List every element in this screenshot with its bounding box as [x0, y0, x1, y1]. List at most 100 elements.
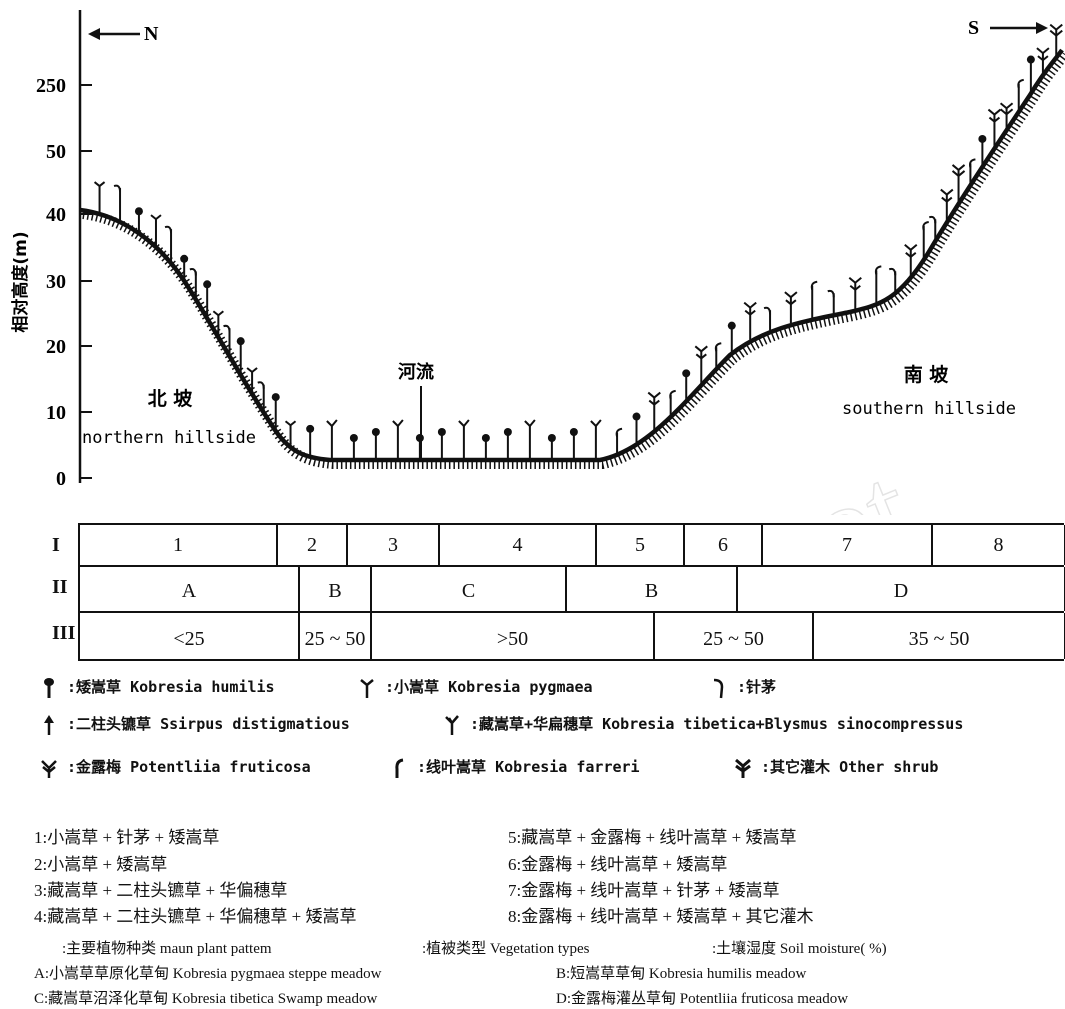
note-row2-meaning: :植被类型 Vegetation types	[422, 937, 589, 958]
plant-symbol-stipa	[764, 308, 770, 330]
cell-r2-C: C	[372, 567, 567, 611]
plant-symbol-potentilla	[744, 303, 756, 340]
legend-potentilla: :金露梅 Potentliia fruticosa	[40, 756, 311, 779]
combination-8: 8:金露梅 + 线叶嵩草 + 矮嵩草 + 其它灌木	[508, 902, 814, 927]
note-row1-meaning: :主要植物种类 maun plant pattem	[62, 937, 272, 958]
north-arrow-label: N	[144, 23, 159, 45]
plant-symbol-tibetica	[591, 420, 601, 458]
plant-symbol-humilis	[682, 369, 690, 399]
y-tick-label-10: 10	[46, 402, 66, 424]
plant-symbol-humilis	[633, 413, 641, 443]
cell-r3-1: <25	[80, 613, 300, 659]
plant-symbol-potentilla	[849, 278, 861, 309]
plant-symbol-tibetica	[393, 420, 403, 458]
north-slope-en: northern hillside	[82, 428, 256, 448]
y-tick-label-250: 250	[36, 75, 66, 97]
cell-r2-B1: B	[300, 567, 372, 611]
plant-symbol-farreri	[876, 266, 881, 302]
plant-symbol-pygmaea	[95, 182, 105, 212]
legend-stipa: :针茅	[710, 676, 776, 699]
south-slope-en: southern hillside	[842, 399, 1016, 419]
row-soil-moisture: <25 25 ~ 50 >50 25 ~ 50 35 ~ 50	[78, 613, 1064, 661]
kobresia-pygmaea-icon	[358, 677, 376, 699]
cell-r3-2: 25 ~ 50	[300, 613, 372, 659]
combination-6: 6:金露梅 + 线叶嵩草 + 矮嵩草	[508, 850, 727, 875]
row-label-1: I	[52, 534, 60, 557]
plant-symbol-humilis	[570, 428, 578, 458]
y-tick-label-20: 20	[46, 336, 66, 358]
combination-4: 4:藏嵩草 + 二柱头镳草 + 华偏穗草 + 矮嵩草	[34, 902, 357, 927]
note-type-D: D:金露梅灌丛草甸 Potentliia fruticosa meadow	[556, 987, 848, 1008]
plant-symbol-potentilla	[648, 393, 660, 430]
cell-r2-B2: B	[567, 567, 738, 611]
cell-r1-7: 7	[763, 525, 933, 565]
plant-symbol-scirpus	[482, 434, 490, 458]
plant-symbol-humilis	[438, 428, 446, 458]
combination-7: 7:金露梅 + 线叶嵩草 + 针茅 + 矮嵩草	[508, 876, 780, 901]
plant-symbol-humilis	[372, 428, 380, 458]
south-arrow-label: S	[968, 17, 979, 39]
cell-r2-D: D	[738, 567, 1065, 611]
north-slope-cn: 北 坡	[148, 387, 194, 410]
legend-other-shrub: :其它灌木 Other shrub	[734, 756, 938, 779]
legend-scirpus: :二柱头镳草 Ssirpus distigmatious	[40, 713, 350, 736]
cell-r3-5: 35 ~ 50	[814, 613, 1065, 659]
cell-r1-3: 3	[348, 525, 440, 565]
potentilla-icon	[40, 757, 58, 779]
note-type-B: B:短嵩草草甸 Kobresia humilis meadow	[556, 962, 806, 983]
plant-symbol-stipa	[114, 186, 120, 220]
legend-kobresia-tibetica: :藏嵩草+华扁穗草 Kobresia tibetica+Blysmus sino…	[443, 713, 963, 736]
plant-symbol-stipa	[889, 269, 895, 291]
cell-r1-5: 5	[597, 525, 685, 565]
row-label-2: II	[52, 576, 68, 599]
stipa-icon	[710, 677, 728, 699]
note-type-A: A:小嵩草草原化草甸 Kobresia pygmaea steppe meado…	[34, 962, 381, 983]
cell-r3-4: 25 ~ 50	[655, 613, 814, 659]
combination-1: 1:小嵩草 + 针茅 + 矮嵩草	[34, 823, 219, 848]
note-row3-meaning: :土壤湿度 Soil moisture( %)	[712, 937, 887, 958]
plant-symbol-stipa	[828, 291, 834, 313]
plant-symbol-farreri	[812, 282, 817, 318]
plant-symbol-potentilla	[785, 292, 797, 323]
y-tick-label-0: 0	[56, 468, 66, 490]
kobresia-humilis-icon	[40, 677, 58, 699]
cell-r1-8: 8	[933, 525, 1065, 565]
plant-symbol-scirpus	[548, 434, 556, 458]
scirpus-icon	[40, 714, 58, 736]
plant-symbol-humilis	[504, 428, 512, 458]
south-slope-cn: 南 坡	[904, 363, 950, 386]
plant-symbol-humilis	[306, 425, 314, 455]
legend-kobresia-humilis: :矮嵩草 Kobresia humilis	[40, 676, 275, 699]
legend-kobresia-pygmaea: :小嵩草 Kobresia pygmaea	[358, 676, 593, 699]
cell-r1-4: 4	[440, 525, 597, 565]
row-plant-pattern: 1 2 3 4 5 6 7 8	[78, 523, 1064, 567]
combination-5: 5:藏嵩草 + 金露梅 + 线叶嵩草 + 矮嵩草	[508, 823, 797, 848]
row-label-3: III	[52, 622, 75, 645]
legend-kobresia-farreri: :线叶嵩草 Kobresia farreri	[390, 756, 640, 779]
plant-symbol-humilis	[728, 322, 736, 352]
plant-symbol-farreri	[617, 429, 622, 453]
south-arrow	[990, 22, 1048, 34]
y-axis-label: 相对高度(m)	[10, 231, 31, 332]
kobresia-tibetica-icon	[443, 714, 461, 736]
y-tick-label-40: 40	[46, 204, 66, 226]
vegetation-symbols	[95, 25, 1063, 458]
combination-3: 3:藏嵩草 + 二柱头镳草 + 华偏穗草	[34, 876, 287, 901]
cell-r2-A: A	[80, 567, 300, 611]
cell-r1-6: 6	[685, 525, 763, 565]
plant-symbol-scirpus	[416, 434, 424, 458]
plant-symbol-stipa	[929, 217, 935, 239]
terrain-profile: www.cnki.net 0 10 20 30 40 50 250 相对高度(m…	[0, 0, 1065, 515]
other-shrub-icon	[734, 757, 752, 779]
plant-symbol-scirpus	[350, 434, 358, 458]
kobresia-farreri-icon	[390, 757, 408, 779]
north-arrow	[88, 28, 140, 40]
cell-r1-2: 2	[278, 525, 348, 565]
zone-table: 1 2 3 4 5 6 7 8 A B C B D <25 25 ~ 50 >5…	[78, 523, 1064, 661]
y-tick-label-30: 30	[46, 271, 66, 293]
river-label: 河流	[398, 361, 434, 383]
watermark: www.cnki.net	[209, 438, 931, 515]
plant-symbol-tibetica	[525, 420, 535, 458]
plant-symbol-tibetica	[459, 420, 469, 458]
cell-r3-3: >50	[372, 613, 655, 659]
